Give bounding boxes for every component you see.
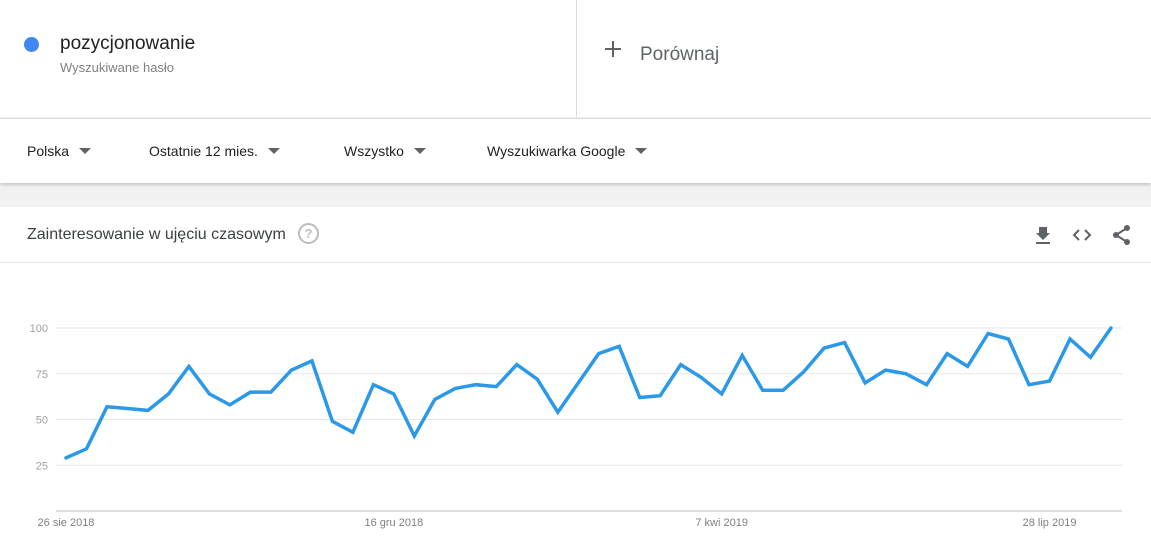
card-header: Zainteresowanie w ujęciu czasowym ?: [0, 207, 1151, 263]
compare-button[interactable]: Porównaj: [577, 0, 1151, 117]
plus-icon: [604, 40, 622, 58]
y-tick-label: 75: [36, 369, 48, 381]
y-tick-label: 50: [36, 415, 48, 427]
series-color-dot: [24, 37, 39, 52]
share-icon[interactable]: [1111, 224, 1133, 246]
y-tick-label: 100: [30, 323, 48, 335]
filter-region-label: Polska: [27, 143, 70, 159]
filter-search-type-dropdown[interactable]: Wyszukiwarka Google: [487, 143, 648, 159]
filter-time-label: Ostatnie 12 mies.: [149, 143, 258, 159]
compare-label: Porównaj: [640, 44, 720, 65]
card-title: Zainteresowanie w ujęciu czasowym: [27, 226, 286, 243]
x-tick-label: 26 sie 2018: [38, 517, 95, 529]
filter-time-dropdown[interactable]: Ostatnie 12 mies.: [149, 143, 280, 159]
interest-line-chart: 25 50 75 100 26 sie 2018 16 gru 2018 7 kwi 201…: [30, 323, 1122, 529]
dropdown-arrow-icon: [79, 148, 92, 154]
help-icon[interactable]: ?: [298, 223, 319, 244]
interest-over-time-card: Zainteresowanie w ujęciu czasowym ?: [0, 207, 1151, 551]
series-line: [64, 326, 1113, 460]
filter-category-dropdown[interactable]: Wszystko: [344, 143, 426, 159]
filter-category-label: Wszystko: [344, 143, 404, 159]
y-tick-label: 25: [36, 460, 48, 472]
filter-search-type-label: Wyszukiwarka Google: [487, 143, 626, 159]
search-term-name[interactable]: pozycjonowanie: [60, 33, 196, 54]
x-tick-label: 28 lip 2019: [1023, 517, 1077, 529]
x-tick-label: 7 kwi 2019: [695, 517, 748, 529]
dropdown-arrow-icon: [635, 148, 648, 154]
filters-bar: Polska Ostatnie 12 mies. Wszystko Wyszuk…: [0, 118, 1151, 183]
x-tick-label: 16 gru 2018: [364, 517, 423, 529]
search-term-type: Wyszukiwane hasło: [60, 60, 175, 75]
search-term-card[interactable]: pozycjonowanie Wyszukiwane hasło: [0, 0, 577, 117]
dropdown-arrow-icon: [267, 148, 280, 154]
download-icon[interactable]: [1032, 224, 1054, 246]
embed-icon[interactable]: [1071, 224, 1093, 246]
dropdown-arrow-icon: [413, 148, 426, 154]
search-terms-bar: pozycjonowanie Wyszukiwane hasło Porówna…: [0, 0, 1151, 117]
filter-region-dropdown[interactable]: Polska: [27, 143, 92, 159]
